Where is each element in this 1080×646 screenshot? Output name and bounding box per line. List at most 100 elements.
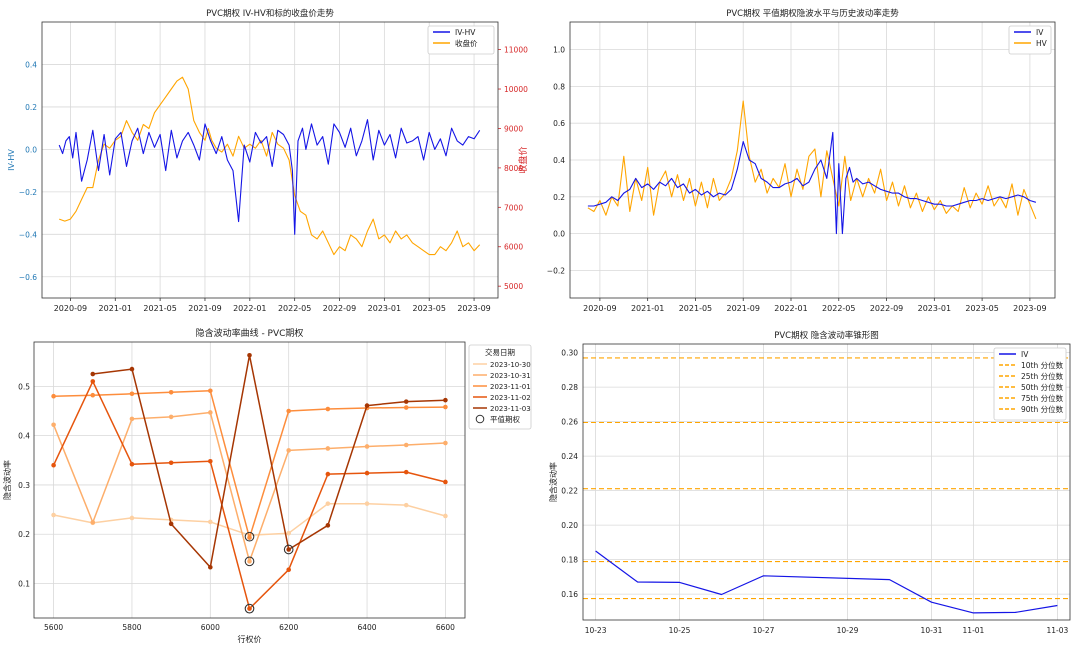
smile-line xyxy=(53,390,446,539)
x-tick-label: 2022-01 xyxy=(233,304,266,313)
x-tick-label: 2022-01 xyxy=(774,304,807,313)
y-tick-label: 0.26 xyxy=(561,418,578,427)
smile-point xyxy=(168,414,174,420)
x-tick-label: 2023-09 xyxy=(1013,304,1046,313)
x-tick-label: 2023-05 xyxy=(965,304,998,313)
smile-point xyxy=(286,547,291,552)
smile-line xyxy=(52,380,446,610)
smile-point xyxy=(403,442,409,448)
smile-point xyxy=(325,446,331,451)
smile-point xyxy=(90,379,96,384)
y-axis-label: 隐含波动率 xyxy=(2,460,12,500)
smile-point xyxy=(403,405,409,410)
smile-point xyxy=(286,448,291,453)
x-tick-label: 2020-09 xyxy=(583,304,616,313)
smile-point xyxy=(90,371,96,377)
smile-point xyxy=(51,512,56,518)
smile-point xyxy=(443,404,448,410)
atm-marker xyxy=(244,531,255,542)
x-tick-label: 5600 xyxy=(44,623,63,632)
smile-point xyxy=(208,388,213,394)
legend xyxy=(1008,25,1052,55)
smile-point xyxy=(208,458,213,464)
smile-point xyxy=(364,470,370,476)
y-tick-label: 0.22 xyxy=(561,487,578,496)
legend-label: 2023-10-31 xyxy=(490,372,531,380)
x-axis-label: 行权价 xyxy=(238,634,262,644)
smile-point xyxy=(90,520,96,525)
y-tick-label: 0.4 xyxy=(18,432,30,441)
y-tick-label: −0.6 xyxy=(19,273,37,282)
x-tick-label: 2021-01 xyxy=(631,304,664,313)
smile-point xyxy=(286,408,291,414)
x-tick-label: 2023-05 xyxy=(412,304,445,313)
y-tick-label: 0.4 xyxy=(553,156,565,165)
legend-label: 75th 分位数 xyxy=(1021,393,1064,403)
y-tick-label: 0.2 xyxy=(18,530,30,539)
y2-tick-label: 10000 xyxy=(504,85,528,94)
x-tick-label: 2022-09 xyxy=(870,304,903,313)
x-tick-label: 2022-05 xyxy=(278,304,311,313)
y2-tick-label: 11000 xyxy=(504,46,528,55)
y-tick-label: 0.5 xyxy=(18,382,30,391)
smile-point xyxy=(129,391,135,397)
x-tick-label: 2021-09 xyxy=(188,304,221,313)
y-tick-label: 0.1 xyxy=(18,580,30,589)
y-axis-label: 隐含波动率 xyxy=(548,462,558,502)
chart-title: PVC期权 IV-HV和标的收盘价走势 xyxy=(206,8,334,19)
x-tick-label: 2023-09 xyxy=(457,304,490,313)
legend-label: IV xyxy=(1021,350,1029,359)
x-tick-label: 2020-09 xyxy=(54,304,87,313)
smile-point xyxy=(443,397,448,403)
x-tick-label: 6000 xyxy=(201,623,220,632)
y-tick-label: −0.2 xyxy=(19,188,37,197)
smile-point xyxy=(403,399,409,404)
y-tick-label: −0.2 xyxy=(547,266,565,275)
chart-title: PVC期权 隐含波动率锥形图 xyxy=(774,330,879,341)
smile-point xyxy=(208,519,213,525)
legend-label: 收盘价 xyxy=(455,38,478,48)
smile-point xyxy=(325,501,331,506)
smile-point xyxy=(129,366,135,372)
smile-point xyxy=(364,444,370,449)
smile-point xyxy=(129,416,135,422)
smile-point xyxy=(51,422,56,428)
y-axis-label: IV-HV xyxy=(7,149,16,171)
legend-label: 2023-10-30 xyxy=(490,361,531,369)
smile-line xyxy=(53,502,446,536)
x-tick-label: 2021-05 xyxy=(679,304,712,313)
y-tick-label: 0.6 xyxy=(553,119,565,128)
smile-point xyxy=(325,471,331,477)
smile-point xyxy=(364,403,370,408)
x-tick-label: 2022-05 xyxy=(822,304,855,313)
legend-label: HV xyxy=(1036,39,1048,48)
smile-point xyxy=(247,535,252,540)
legend-label: IV-HV xyxy=(455,28,476,37)
y-tick-label: −0.4 xyxy=(19,230,37,239)
y-tick-label: 0.20 xyxy=(561,521,578,530)
smile-point xyxy=(129,515,135,521)
legend-label: IV xyxy=(1036,28,1044,37)
plot-frame xyxy=(582,343,1071,621)
plot-frame xyxy=(33,341,466,619)
series-line-iv-hv xyxy=(58,119,481,235)
smile-point xyxy=(325,406,331,412)
legend-label: 2023-11-03 xyxy=(490,405,531,413)
x-tick-label: 2021-05 xyxy=(143,304,176,313)
legend-label: 平值期权 xyxy=(490,414,520,424)
chart-iv-hv-price: PVC期权 IV-HV和标的收盘价走势 −0.6 −0.4 −0.2 0.0 0.2 0.4… xyxy=(7,8,529,313)
atm-marker xyxy=(244,603,255,614)
legend-label: 90th 分位数 xyxy=(1021,404,1064,414)
x-tick-label: 10-31 xyxy=(921,626,943,635)
legend-label: 2023-11-02 xyxy=(490,394,531,402)
y-tick-label: 0.8 xyxy=(553,82,565,91)
smile-point xyxy=(403,502,409,508)
legend-atm-marker xyxy=(475,414,485,424)
chart-title: PVC期权 平值期权隐波水平与历史波动率走势 xyxy=(726,8,899,19)
legend-label: 50th 分位数 xyxy=(1021,382,1064,392)
series-line-close-price xyxy=(59,76,481,256)
x-tick-label: 2021-01 xyxy=(99,304,132,313)
chart-iv-hv-trend: PVC期权 平值期权隐波水平与历史波动率走势 −0.2 0.0 0.2 0.4 0.6 0.… xyxy=(547,8,1056,313)
y-tick-label: 0.2 xyxy=(25,103,37,112)
smile-point xyxy=(51,462,56,468)
